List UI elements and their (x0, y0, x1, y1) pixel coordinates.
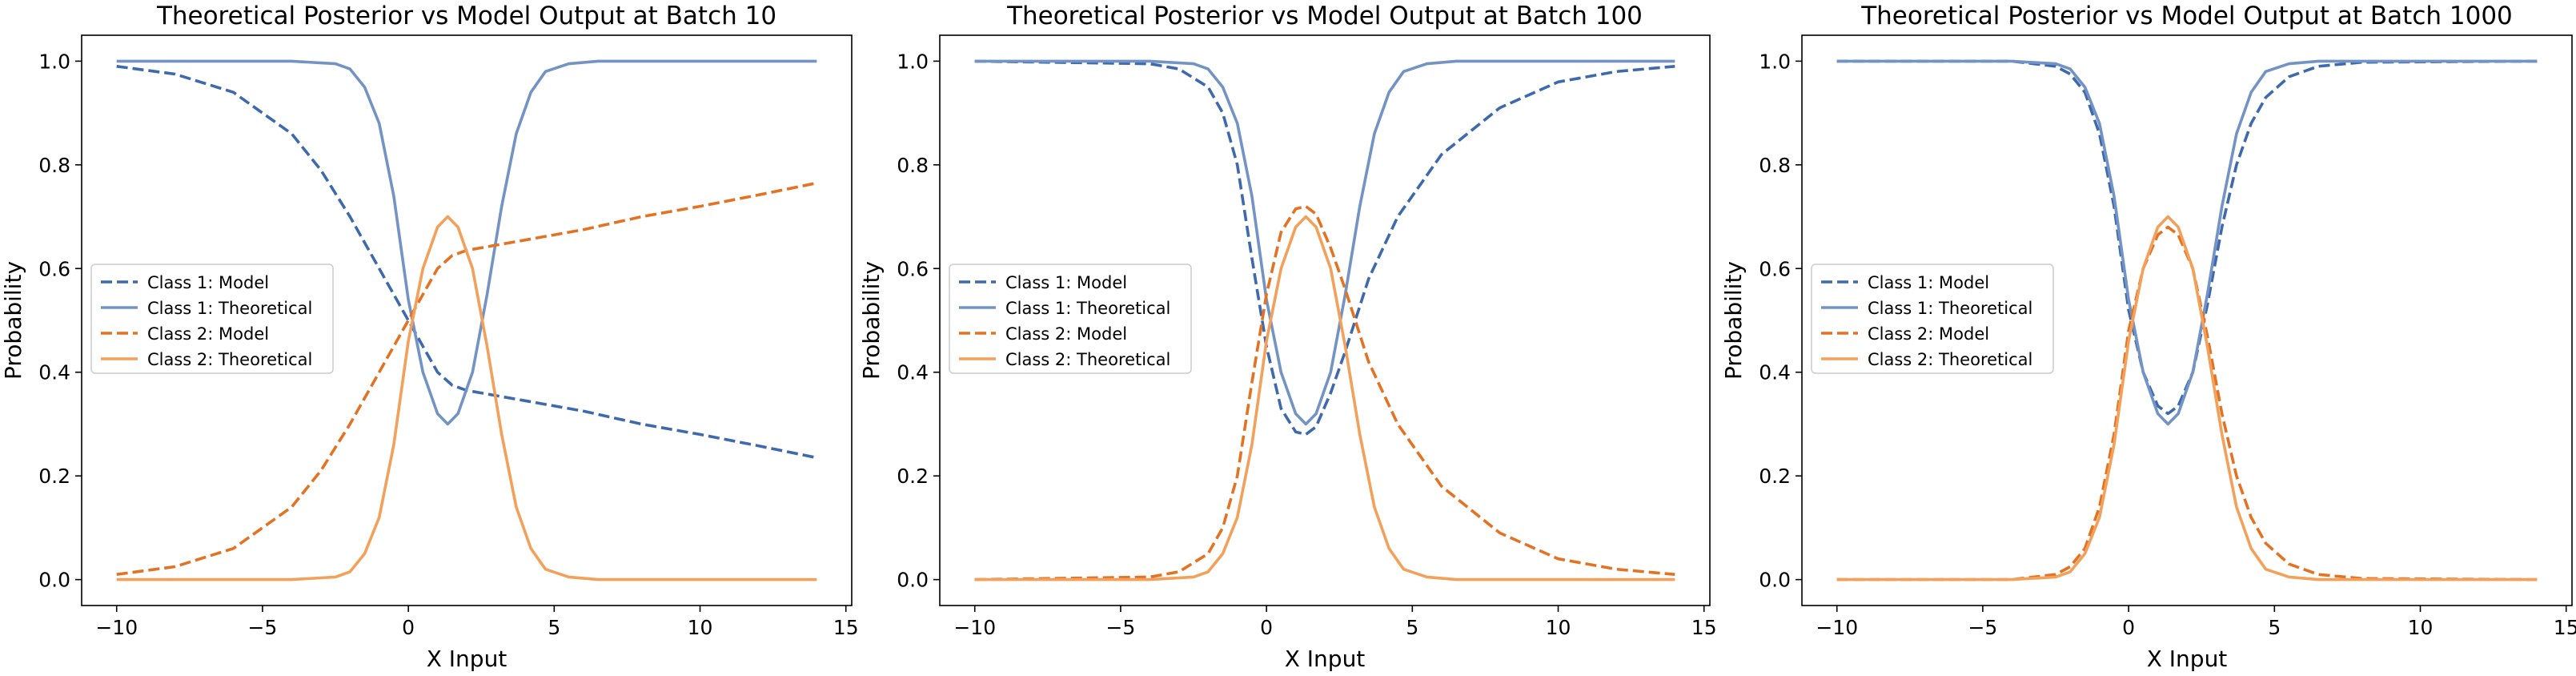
chart-panel-2: Theoretical Posterior vs Model Output at… (858, 2, 1717, 672)
chart-title: Theoretical Posterior vs Model Output at… (1006, 2, 1643, 30)
x-tick-label: 5 (1406, 616, 1418, 639)
y-tick-label: 0.6 (897, 257, 929, 280)
x-tick-label: 0 (1260, 616, 1273, 639)
series-line-class-2-theoretical (116, 215, 817, 581)
series-line-class-2-model (116, 181, 817, 576)
x-tick-label: 15 (833, 616, 859, 639)
chart-panel-1: Theoretical Posterior vs Model Output at… (0, 2, 859, 672)
plot-frame (939, 34, 1711, 606)
x-tick-label: −10 (1816, 616, 1858, 639)
chart-panel-3: Theoretical Posterior vs Model Output at… (1720, 2, 2576, 672)
legend-entry: Class 1: Theoretical (1005, 299, 1170, 318)
y-tick-label: 0.4 (897, 361, 929, 384)
legend-box (949, 264, 1192, 374)
y-tick-label: 0.2 (1759, 465, 1791, 488)
legend-entry: Class 2: Model (1005, 324, 1127, 344)
x-tick-label: 0 (402, 616, 415, 639)
x-tick-label: −10 (95, 616, 138, 639)
x-tick-label: −5 (1968, 616, 1997, 639)
y-tick-label: 0.2 (897, 465, 929, 488)
y-axis-label: Probability (858, 261, 885, 380)
series-group (974, 59, 1675, 581)
series-line-class-1-theoretical (1836, 59, 2538, 426)
chart-title: Theoretical Posterior vs Model Output at… (156, 2, 776, 30)
legend-entry: Class 2: Theoretical (147, 350, 312, 369)
x-tick-label: −5 (1105, 616, 1135, 639)
series-line-class-1-model (116, 65, 817, 460)
y-tick-label: 0.8 (38, 154, 70, 177)
x-axis-label: X Input (1285, 646, 1366, 672)
x-axis-label: X Input (2147, 646, 2228, 672)
x-tick-label: 5 (548, 616, 560, 639)
y-tick-label: 0.6 (38, 257, 70, 280)
x-axis-label: X Input (427, 646, 508, 672)
legend: Class 1: Model Class 1: Theoretical Class … (1811, 264, 2054, 374)
series-line-class-2-theoretical (974, 215, 1675, 581)
x-tick-label: 10 (2408, 616, 2434, 639)
y-axis-label: Probability (1720, 261, 1747, 380)
x-tick-label: 10 (688, 616, 713, 639)
y-tick-label: 0.0 (897, 569, 929, 592)
series-line-class-2-model (1836, 225, 2538, 581)
y-tick-label: 1.0 (897, 50, 929, 73)
y-tick-label: 0.0 (1759, 569, 1791, 592)
plot-frame (81, 34, 853, 606)
y-tick-label: 0.8 (1759, 154, 1791, 177)
legend-entry: Class 1: Theoretical (1868, 299, 2032, 318)
chart-title: Theoretical Posterior vs Model Output at… (1860, 2, 2513, 30)
y-tick-label: 0.4 (38, 361, 70, 384)
legend-entry: Class 1: Model (147, 273, 269, 292)
y-tick-label: 0.6 (1759, 257, 1791, 280)
legend-entry: Class 1: Model (1005, 273, 1127, 292)
y-tick-label: 0.0 (38, 569, 70, 592)
x-tick-label: 0 (2122, 616, 2135, 639)
x-tick-label: −10 (953, 616, 996, 639)
y-tick-label: 0.8 (897, 154, 929, 177)
legend-entry: Class 1: Model (1868, 273, 1989, 292)
legend: Class 1: Model Class 1: Theoretical Class … (949, 264, 1192, 374)
legend-entry: Class 1: Theoretical (147, 299, 312, 318)
y-axis-label: Probability (0, 261, 26, 380)
series-line-class-1-model (1836, 59, 2538, 416)
series-line-class-1-model (974, 59, 1675, 437)
y-tick-label: 1.0 (38, 50, 70, 73)
series-line-class-1-theoretical (116, 59, 817, 426)
legend-entry: Class 2: Theoretical (1868, 350, 2032, 369)
x-tick-label: −5 (247, 616, 277, 639)
y-tick-label: 0.4 (1759, 361, 1791, 384)
x-tick-label: 10 (1546, 616, 1571, 639)
series-group (116, 59, 817, 581)
series-line-class-2-model (974, 204, 1675, 581)
series-line-class-1-theoretical (974, 59, 1675, 426)
legend-box (90, 264, 334, 374)
series-group (1836, 59, 2538, 581)
x-tick-label: 5 (2268, 616, 2281, 639)
legend-entry: Class 2: Model (1868, 324, 1989, 344)
series-line-class-2-theoretical (1836, 215, 2538, 581)
y-tick-label: 1.0 (1759, 50, 1791, 73)
x-tick-label: 15 (1691, 616, 1717, 639)
legend-entry: Class 2: Theoretical (1005, 350, 1170, 369)
legend: Class 1: Model Class 1: Theoretical Class … (90, 264, 334, 374)
y-tick-label: 0.2 (38, 465, 70, 488)
plot-frame (1801, 34, 2573, 606)
x-tick-label: 15 (2554, 616, 2576, 639)
legend-box (1811, 264, 2054, 374)
legend-entry: Class 2: Model (147, 324, 269, 344)
